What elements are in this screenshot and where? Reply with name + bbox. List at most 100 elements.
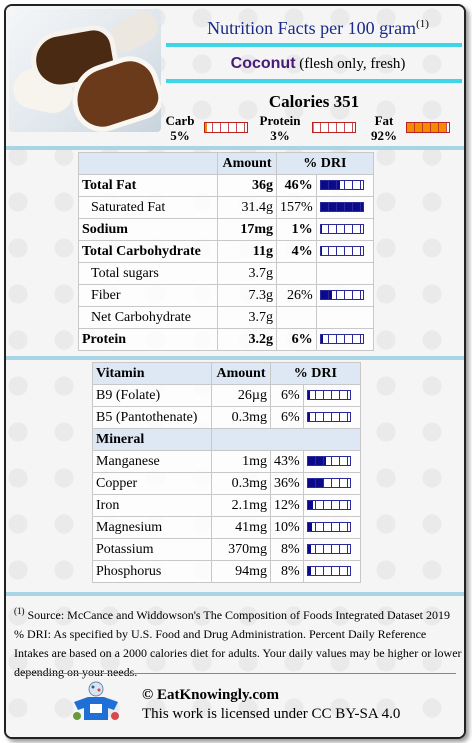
nutrient-dri-bar-cell [302, 406, 361, 429]
credit: © EatKnowingly.com This work is licensed… [142, 686, 400, 724]
dri-bar [319, 180, 364, 191]
nutrient-dri [276, 306, 317, 329]
nutrient-amount: 36g [217, 174, 277, 197]
nutrient-name: Potassium [92, 538, 212, 561]
footer-divider [14, 673, 456, 674]
nutrient-name: Iron [92, 494, 212, 517]
nutrient-dri-bar-cell [315, 328, 374, 351]
dri-bar [306, 456, 351, 467]
nutrient-name: Protein [78, 328, 218, 351]
nutrient-dri: 6% [270, 384, 304, 407]
nutrient-dri-bar-cell [302, 516, 361, 539]
separator-bottom [6, 592, 464, 596]
nutrient-dri: 26% [276, 284, 317, 307]
nutrient-dri: 8% [270, 538, 304, 561]
nutrient-name: Total Fat [78, 174, 218, 197]
nutrient-amount: 31.4g [217, 196, 277, 219]
macro-fat-bar [406, 122, 450, 133]
footnote-ref: (1) [14, 606, 25, 616]
nutrient-name: Magnesium [92, 516, 212, 539]
food-underline [166, 79, 462, 83]
mineral-header-fill [211, 428, 361, 451]
nutrient-dri: 10% [270, 516, 304, 539]
title-underline [166, 43, 462, 47]
food-photo [9, 9, 161, 132]
nutrient-amount: 41mg [211, 516, 271, 539]
macro-fat-label: Fat [374, 113, 394, 128]
footnote-dri-note: % DRI: As specified by U.S. Food and Dru… [14, 627, 462, 679]
micronutrient-table: Vitamin Amount % DRI B9 (Folate) 26µg 6% B5… [92, 362, 361, 583]
nutrient-dri: 46% [276, 174, 317, 197]
col-header-name [78, 152, 218, 175]
main-nutrient-table: Amount % DRI Total Fat 36g 46% Saturated Fa… [78, 152, 374, 351]
nutrient-amount: 3.2g [217, 328, 277, 351]
nutrition-card: Nutrition Facts per 100 gram(1) Coconut … [4, 4, 466, 739]
table-row: Total Fat 36g 46% [78, 174, 374, 197]
nutrient-dri: 4% [276, 240, 317, 263]
table-row: Copper 0.3mg 36% [92, 472, 361, 495]
nutrient-name: Total sugars [78, 262, 218, 285]
nutrient-dri: 12% [270, 494, 304, 517]
nutrient-dri: 157% [276, 196, 317, 219]
nutrient-name: Copper [92, 472, 212, 495]
macro-carb-value: 5% [170, 128, 190, 143]
nutrient-dri: 43% [270, 450, 304, 473]
col-header-vitamin-amount: Amount [211, 362, 271, 385]
nutrient-name: Sodium [78, 218, 218, 241]
table-row: B5 (Pantothenate) 0.3mg 6% [92, 406, 361, 429]
nutrient-amount: 2.1mg [211, 494, 271, 517]
macro-carb-label: Carb [165, 113, 195, 128]
separator-top [6, 146, 464, 150]
table-row: Protein 3.2g 6% [78, 328, 374, 351]
table-row: Manganese 1mg 43% [92, 450, 361, 473]
nutrient-name: Net Carbohydrate [78, 306, 218, 329]
page-title: Nutrition Facts per 100 gram(1) [174, 18, 462, 39]
nutrient-dri: 6% [270, 406, 304, 429]
nutrient-name: B5 (Pantothenate) [92, 406, 212, 429]
col-header-dri: % DRI [276, 152, 374, 175]
nutrient-amount: 17mg [217, 218, 277, 241]
nutrient-dri-bar-cell [315, 174, 374, 197]
table-row: Magnesium 41mg 10% [92, 516, 361, 539]
nutrient-amount: 3.7g [217, 306, 277, 329]
nutrient-dri: 1% [276, 218, 317, 241]
nutrient-amount: 1mg [211, 450, 271, 473]
nutrient-dri-bar-cell [302, 472, 361, 495]
dri-bar [306, 522, 351, 533]
food-name: Coconut [230, 55, 296, 72]
nutrient-dri-bar-cell [302, 450, 361, 473]
dri-bar [319, 246, 364, 257]
nutrient-dri [276, 262, 317, 285]
mineral-section-header: Mineral [92, 428, 361, 451]
nutrient-dri-bar-cell [302, 560, 361, 583]
macro-fat-value: 92% [371, 128, 397, 143]
separator-middle [6, 356, 464, 360]
dri-bar [319, 290, 364, 301]
footnote-source: Source: McCance and Widdowson's The Comp… [27, 608, 451, 622]
macro-protein-bar [312, 122, 356, 133]
nutrient-dri-bar-cell [302, 494, 361, 517]
nutrient-amount: 11g [217, 240, 277, 263]
dri-bar [306, 478, 351, 489]
nutrient-amount: 26µg [211, 384, 271, 407]
nutrient-amount: 0.3mg [211, 472, 271, 495]
dri-bar [319, 224, 364, 235]
nutrient-amount: 94mg [211, 560, 271, 583]
table-row: Phosphorus 94mg 8% [92, 560, 361, 583]
nutrient-amount: 0.3mg [211, 406, 271, 429]
nutrient-dri-bar-cell [302, 384, 361, 407]
nutrient-name: Total Carbohydrate [78, 240, 218, 263]
nutrient-dri-bar-cell [315, 262, 374, 285]
table-row: Total Carbohydrate 11g 4% [78, 240, 374, 263]
nutrient-name: Fiber [78, 284, 218, 307]
dri-bar [306, 566, 351, 577]
credit-site: © EatKnowingly.com [142, 687, 280, 703]
macro-fat: Fat 92% [366, 113, 402, 143]
col-header-vitamin: Vitamin [92, 362, 212, 385]
macro-carb: Carb 5% [160, 113, 200, 143]
title-text: Nutrition Facts per 100 gram [207, 18, 417, 38]
food-label: Coconut (flesh only, fresh) [174, 55, 462, 73]
table-row: B9 (Folate) 26µg 6% [92, 384, 361, 407]
table-row: Saturated Fat 31.4g 157% [78, 196, 374, 219]
food-description: (flesh only, fresh) [299, 56, 406, 72]
